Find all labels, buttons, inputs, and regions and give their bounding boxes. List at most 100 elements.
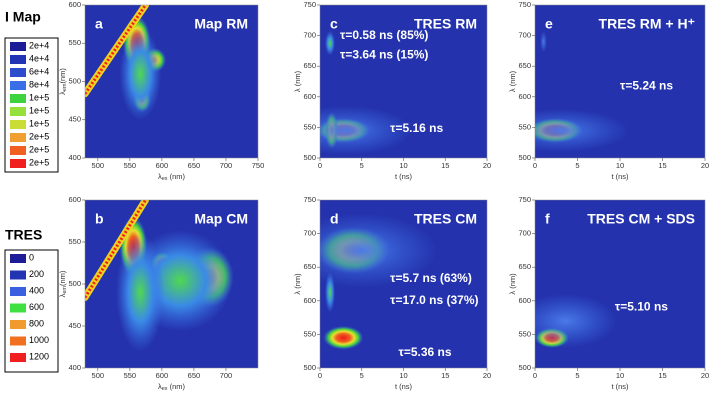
x-tick-label: 15 (441, 161, 449, 170)
panel-letter: f (545, 211, 550, 227)
legend-swatch (10, 94, 26, 103)
x-label-unit: (nm) (168, 172, 186, 181)
annotation: τ=3.64 ns (15%) (340, 48, 428, 62)
annotation: τ=5.10 ns (615, 300, 668, 314)
heatmap (535, 294, 617, 348)
x-tick-label: 15 (658, 161, 666, 170)
panel: 0 5 10 15 20 500 550 600 650 700 750 t (ns) λ (nm) d T… (293, 195, 491, 391)
x-label-sub: ex (162, 386, 168, 392)
x-tick-label: 650 (188, 161, 201, 170)
panel-title: TRES CM + SDS (587, 211, 695, 227)
x-tick-label: 0 (318, 161, 322, 170)
x-tick-label: 500 (92, 371, 105, 380)
panel-letter: a (95, 16, 103, 32)
y-tick-label: 650 (303, 262, 316, 271)
y-tick-label: 750 (303, 195, 316, 204)
y-label-unit: (nm) (508, 70, 517, 88)
y-tick-label: 500 (68, 279, 81, 288)
x-tick-label: 650 (188, 371, 201, 380)
legend-label: 1e+5 (29, 105, 49, 115)
y-tick-label: 700 (303, 229, 316, 238)
legend-swatch (10, 270, 26, 280)
y-tick-label: 750 (303, 0, 316, 9)
x-axis-label: t (ns) (611, 172, 629, 181)
annotation: τ=5.16 ns (390, 121, 443, 135)
legend-swatch (10, 254, 26, 263)
y-label-unit: (nm) (58, 68, 67, 84)
legend-label: 4e+4 (29, 53, 49, 63)
legend-label: 0 (29, 252, 34, 262)
legend-label: 8e+4 (29, 79, 49, 89)
y-label-symbol: λ (293, 291, 302, 295)
y-tick-label: 550 (518, 122, 531, 131)
x-tick-label: 550 (124, 161, 137, 170)
heatmap (320, 31, 412, 155)
panel-title: Map RM (194, 16, 248, 32)
legend-label: 1000 (29, 335, 49, 345)
y-tick-label: 600 (303, 296, 316, 305)
y-tick-label: 750 (518, 195, 531, 204)
y-tick-label: 550 (518, 329, 531, 338)
y-tick-label: 700 (518, 229, 531, 238)
heat-region (323, 326, 364, 350)
heat-region (119, 27, 162, 120)
y-tick-label: 600 (68, 0, 81, 9)
x-label-symbol: t (611, 172, 614, 181)
annotation: τ=5.7 ns (63%) (390, 271, 472, 285)
x-label-unit: (ns) (614, 382, 630, 391)
y-label-symbol: λ (58, 91, 67, 95)
legend-label: 400 (29, 285, 44, 295)
x-label-symbol: t (611, 382, 614, 391)
y-tick-label: 700 (303, 31, 316, 40)
x-axis-label: t (ns) (395, 172, 413, 181)
x-tick-label: 0 (533, 161, 537, 170)
y-axis-label: λem(nm) (58, 68, 68, 95)
y-label-sub: em (62, 286, 68, 294)
panel-title: TRES RM + H⁺ (599, 16, 695, 32)
panel-letter: e (545, 16, 553, 32)
legend-swatch (10, 55, 26, 64)
x-tick-label: 5 (575, 161, 579, 170)
y-tick-label: 600 (518, 92, 531, 101)
x-tick-label: 10 (616, 161, 624, 170)
y-tick-label: 550 (303, 329, 316, 338)
y-tick-label: 550 (68, 237, 81, 246)
y-label-sub: em (62, 83, 68, 91)
y-label-unit: (nm) (293, 70, 302, 88)
x-label-symbol: t (395, 172, 398, 181)
y-label-unit: (nm) (293, 273, 302, 291)
x-tick-label: 700 (220, 371, 233, 380)
x-axis-label: λex (nm) (158, 172, 186, 182)
y-tick-label: 450 (68, 115, 81, 124)
y-axis-label: λ (nm) (508, 273, 517, 295)
y-tick-label: 600 (68, 195, 81, 204)
y-axis-label: λ (nm) (293, 70, 302, 92)
y-label-symbol: λ (58, 293, 67, 297)
legend-swatch (10, 336, 26, 346)
x-tick-label: 600 (156, 371, 169, 380)
y-tick-label: 750 (518, 0, 531, 9)
panel-title: TRES RM (414, 16, 477, 32)
plot-background (85, 5, 258, 158)
legend-label: 2e+5 (29, 131, 49, 141)
y-axis-label: λ (nm) (508, 70, 517, 92)
panel-letter: b (95, 211, 104, 227)
heat-region (116, 233, 165, 352)
y-tick-label: 600 (303, 92, 316, 101)
legend-swatch (10, 353, 26, 362)
x-label-symbol: λ (158, 172, 162, 181)
heat-region (540, 31, 547, 53)
y-tick-label: 400 (68, 363, 81, 372)
y-tick-label: 400 (68, 153, 81, 162)
legend-label: 2e+5 (29, 144, 49, 154)
legend-swatch (10, 159, 26, 168)
heatmap (320, 213, 437, 350)
x-tick-label: 700 (220, 161, 233, 170)
annotation: τ=5.36 ns (398, 345, 451, 359)
x-axis-label: λex (nm) (158, 382, 186, 392)
y-tick-label: 500 (303, 153, 316, 162)
x-label-unit: (nm) (168, 382, 186, 391)
x-axis-label: t (ns) (611, 382, 629, 391)
legend-label: 800 (29, 318, 44, 328)
x-tick-label: 5 (360, 161, 364, 170)
